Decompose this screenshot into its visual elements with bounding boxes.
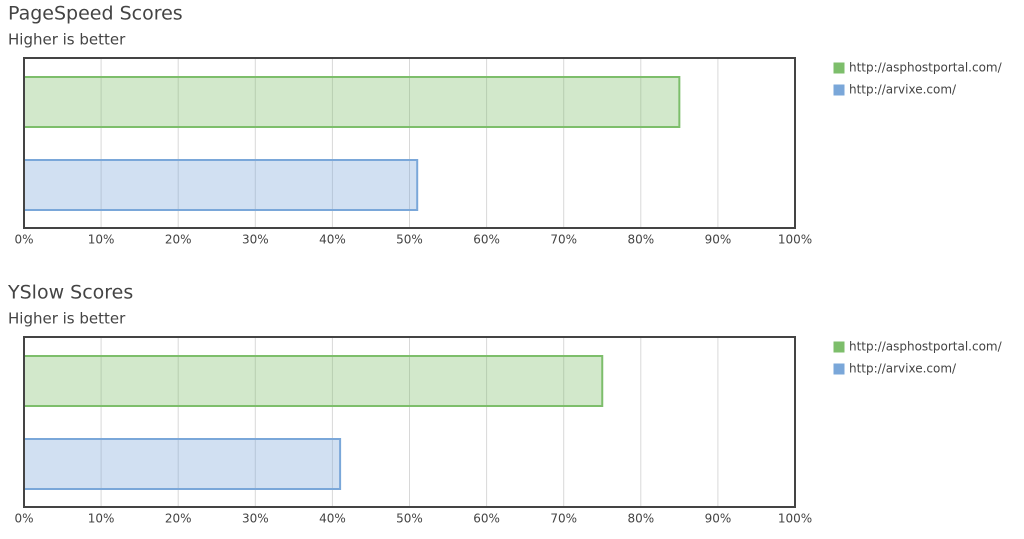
x-tick-label: 90%	[705, 233, 732, 247]
x-tick-label: 30%	[242, 512, 269, 526]
legend-label: http://asphostportal.com/	[849, 340, 1003, 354]
bar	[23, 159, 419, 211]
x-tick-label: 20%	[165, 512, 192, 526]
bar	[23, 438, 342, 490]
x-tick-label: 50%	[396, 512, 423, 526]
legend-swatch	[832, 83, 846, 97]
legend-swatch	[832, 340, 846, 354]
legend-swatch	[832, 362, 846, 376]
x-tick-label: 10%	[88, 233, 115, 247]
x-tick-label: 80%	[627, 512, 654, 526]
x-tick-label: 30%	[242, 233, 269, 247]
x-tick-label: 40%	[319, 233, 346, 247]
legend-label: http://arvixe.com/	[849, 83, 957, 97]
x-tick-label: 80%	[627, 233, 654, 247]
x-tick-label: 10%	[88, 512, 115, 526]
x-tick-label: 0%	[14, 233, 33, 247]
x-tick-label: 70%	[550, 512, 577, 526]
x-tick-label: 20%	[165, 233, 192, 247]
x-tick-label: 90%	[705, 512, 732, 526]
x-tick-label: 70%	[550, 233, 577, 247]
bar	[23, 355, 604, 407]
x-tick-label: 60%	[473, 233, 500, 247]
plot-frame	[23, 57, 796, 229]
x-tick-label: 100%	[778, 512, 812, 526]
chart-subtitle: Higher is better	[8, 31, 126, 49]
legend-label: http://arvixe.com/	[849, 362, 957, 376]
legend-swatch	[832, 61, 846, 75]
x-tick-label: 0%	[14, 512, 33, 526]
x-tick-label: 40%	[319, 512, 346, 526]
plot-frame	[23, 336, 796, 508]
x-tick-label: 50%	[396, 233, 423, 247]
x-tick-label: 100%	[778, 233, 812, 247]
chart-title: YSlow Scores	[7, 282, 133, 304]
legend-label: http://asphostportal.com/	[849, 61, 1003, 75]
chart-title: PageSpeed Scores	[8, 3, 183, 25]
x-tick-label: 60%	[473, 512, 500, 526]
bar	[23, 76, 681, 128]
chart-subtitle: Higher is better	[8, 310, 126, 328]
